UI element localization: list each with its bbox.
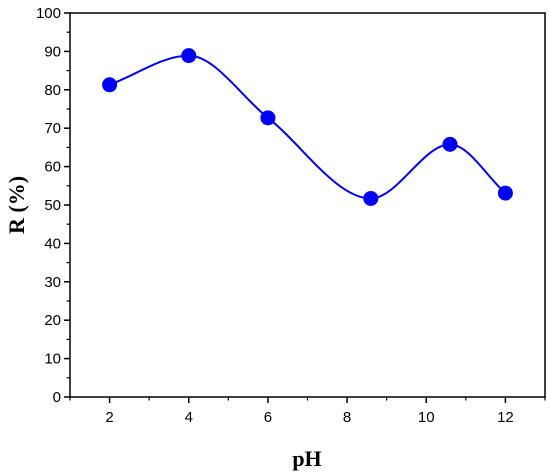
data-point bbox=[102, 77, 118, 93]
y-axis-title: R (%) bbox=[4, 176, 29, 234]
y-axis: 0 10 20 30 40 50 60 70 80 90 100 bbox=[36, 5, 70, 406]
data-point bbox=[260, 110, 276, 126]
x-tick-label: 10 bbox=[418, 409, 435, 426]
series-line bbox=[109, 54, 507, 200]
x-tick-label: 8 bbox=[343, 409, 351, 426]
x-tick-label: 12 bbox=[497, 409, 514, 426]
y-tick-label: 10 bbox=[44, 351, 61, 368]
x-axis: 2 4 6 8 10 12 bbox=[69, 397, 546, 426]
y-tick-label: 40 bbox=[44, 235, 61, 252]
series-layer bbox=[102, 48, 513, 206]
data-point bbox=[497, 185, 513, 201]
y-tick-label: 20 bbox=[44, 312, 61, 329]
y-tick-label: 80 bbox=[44, 82, 61, 99]
x-tick-label: 4 bbox=[185, 409, 193, 426]
y-tick-label: 30 bbox=[44, 274, 61, 291]
data-point bbox=[363, 190, 379, 206]
y-tick-label: 60 bbox=[44, 159, 61, 176]
y-tick-label: 100 bbox=[36, 5, 61, 22]
x-tick-label: 2 bbox=[105, 409, 113, 426]
y-tick-label: 0 bbox=[53, 389, 61, 406]
x-tick-label: 6 bbox=[264, 409, 272, 426]
y-tick-label: 70 bbox=[44, 120, 61, 137]
y-tick-label: 50 bbox=[44, 197, 61, 214]
x-axis-title: pH bbox=[292, 446, 321, 471]
data-point bbox=[442, 136, 458, 152]
data-point bbox=[181, 48, 197, 64]
y-tick-label: 90 bbox=[44, 43, 61, 60]
